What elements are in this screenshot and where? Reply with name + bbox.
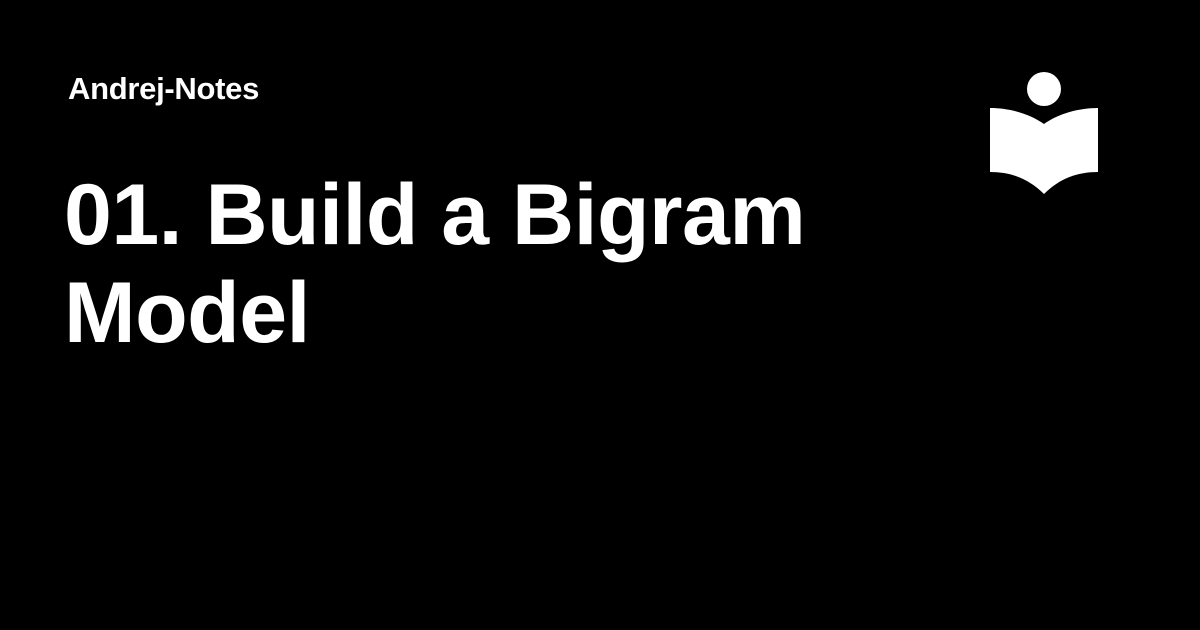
site-name: Andrej-Notes: [68, 71, 260, 106]
page-title: 01. Build a Bigram Model: [64, 167, 806, 361]
reader-book-icon: [988, 70, 1100, 198]
